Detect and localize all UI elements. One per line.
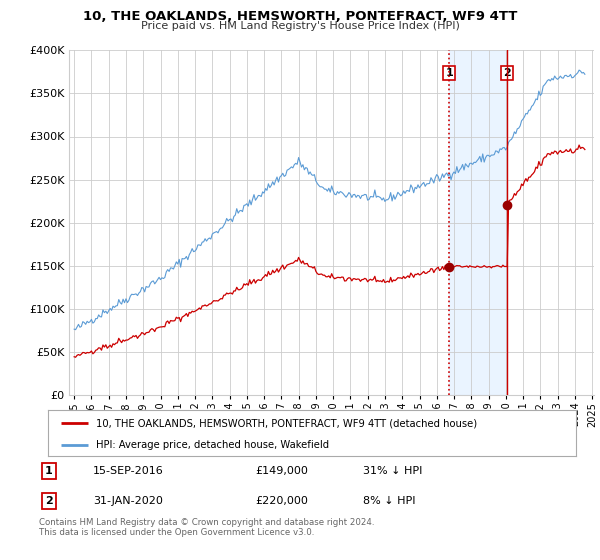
Text: 31-JAN-2020: 31-JAN-2020 bbox=[93, 496, 163, 506]
Text: 2: 2 bbox=[503, 68, 511, 78]
Text: 1: 1 bbox=[45, 466, 53, 476]
Bar bbox=[449, 50, 508, 395]
Text: 31% ↓ HPI: 31% ↓ HPI bbox=[363, 466, 422, 476]
Text: 15-SEP-2016: 15-SEP-2016 bbox=[93, 466, 164, 476]
Text: £149,000: £149,000 bbox=[255, 466, 308, 476]
Text: 1: 1 bbox=[445, 68, 453, 78]
Text: HPI: Average price, detached house, Wakefield: HPI: Average price, detached house, Wake… bbox=[95, 440, 329, 450]
Text: 2: 2 bbox=[45, 496, 53, 506]
Text: 10, THE OAKLANDS, HEMSWORTH, PONTEFRACT, WF9 4TT (detached house): 10, THE OAKLANDS, HEMSWORTH, PONTEFRACT,… bbox=[95, 418, 476, 428]
Text: Contains HM Land Registry data © Crown copyright and database right 2024.
This d: Contains HM Land Registry data © Crown c… bbox=[39, 518, 374, 538]
Text: 8% ↓ HPI: 8% ↓ HPI bbox=[363, 496, 415, 506]
Text: £220,000: £220,000 bbox=[255, 496, 308, 506]
Text: Price paid vs. HM Land Registry's House Price Index (HPI): Price paid vs. HM Land Registry's House … bbox=[140, 21, 460, 31]
Text: 10, THE OAKLANDS, HEMSWORTH, PONTEFRACT, WF9 4TT: 10, THE OAKLANDS, HEMSWORTH, PONTEFRACT,… bbox=[83, 10, 517, 23]
